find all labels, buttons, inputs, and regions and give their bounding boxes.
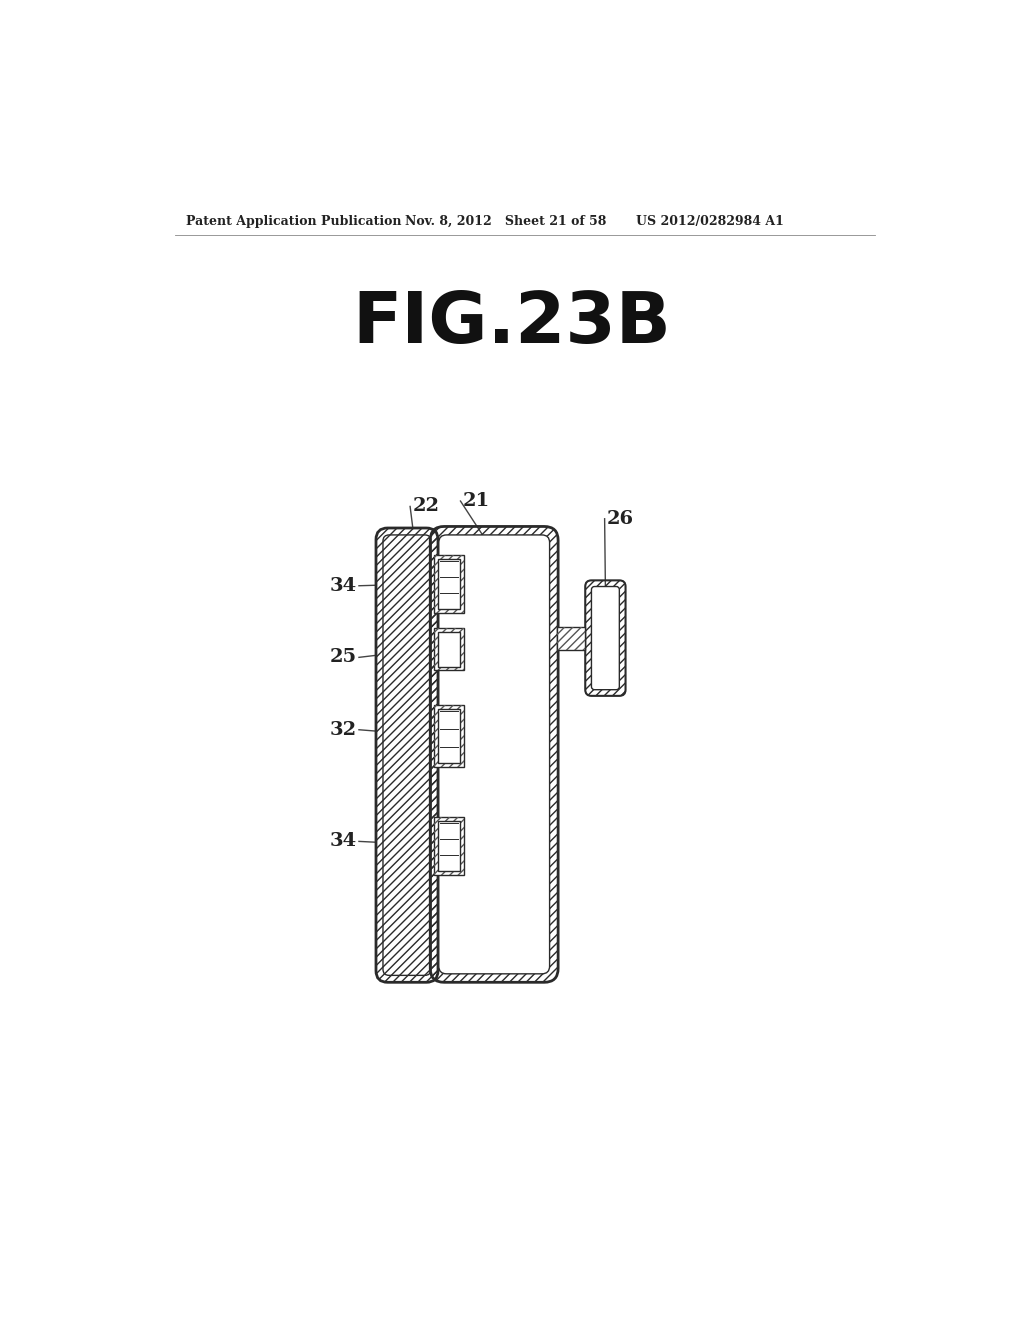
FancyBboxPatch shape (438, 535, 550, 974)
Bar (434, 628, 464, 671)
Bar (434, 817, 464, 874)
Bar (557, 627, 586, 649)
Bar (438, 709, 460, 763)
Bar (434, 705, 464, 767)
Text: US 2012/0282984 A1: US 2012/0282984 A1 (636, 215, 783, 228)
Bar (438, 558, 460, 609)
Text: 26: 26 (607, 510, 634, 528)
Bar (557, 627, 586, 649)
Bar (434, 817, 464, 874)
Text: 21: 21 (463, 492, 490, 510)
FancyBboxPatch shape (430, 527, 558, 982)
Bar (434, 705, 464, 767)
Bar (434, 554, 464, 612)
Text: Nov. 8, 2012   Sheet 21 of 58: Nov. 8, 2012 Sheet 21 of 58 (406, 215, 607, 228)
Text: 34: 34 (330, 577, 356, 595)
Text: FIG.23B: FIG.23B (352, 289, 672, 359)
Text: Patent Application Publication: Patent Application Publication (186, 215, 401, 228)
Text: 32: 32 (330, 721, 356, 739)
Text: 25: 25 (330, 648, 356, 667)
Text: 22: 22 (413, 498, 439, 515)
FancyBboxPatch shape (586, 581, 626, 696)
Text: 34: 34 (330, 833, 356, 850)
FancyBboxPatch shape (376, 528, 438, 982)
Bar (434, 554, 464, 612)
Bar (438, 632, 460, 667)
Bar (434, 628, 464, 671)
Bar (438, 821, 460, 871)
FancyBboxPatch shape (592, 586, 620, 689)
